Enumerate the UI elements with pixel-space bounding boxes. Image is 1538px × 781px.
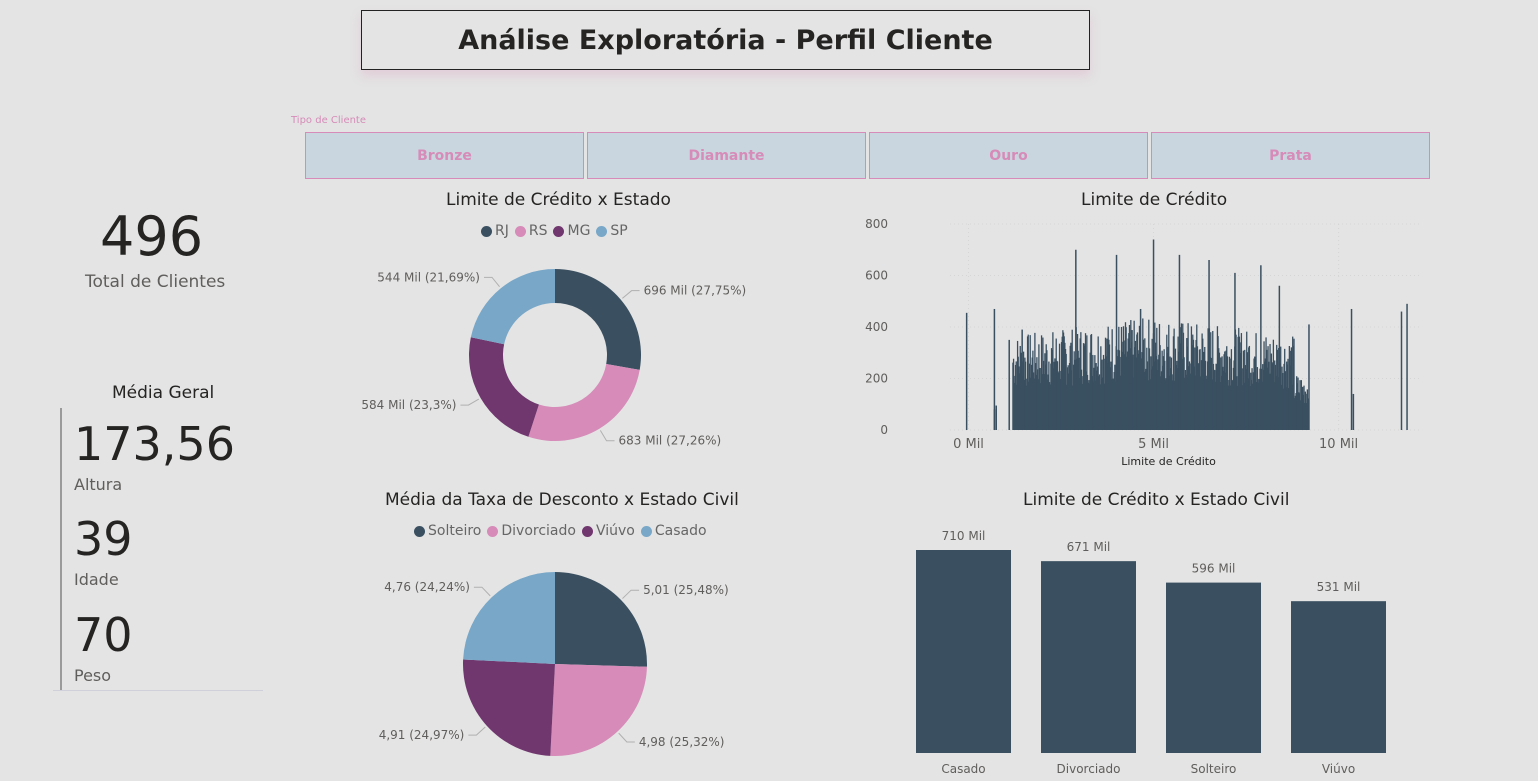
pie-slice-0[interactable]: [555, 572, 647, 667]
x-axis-title: Limite de Crédito: [1121, 455, 1216, 468]
data-label: 4,76 (24,24%): [384, 580, 470, 594]
x-tick-label: Solteiro: [1191, 762, 1237, 776]
peso-label: Peso: [74, 666, 112, 685]
leader-line: [599, 430, 615, 442]
donut-chart: 696 Mil (27,75%) 683 Mil (27,26%) 584 Mil …: [361, 269, 747, 448]
x-tick-label: 5 Mil: [1138, 437, 1169, 452]
x-tick-label: 10 Mil: [1319, 437, 1358, 452]
data-label: 671 Mil: [1067, 540, 1111, 554]
pie-slice-0[interactable]: [555, 269, 641, 370]
slicer-title: Tipo de Cliente: [291, 115, 367, 126]
x-tick-label: Casado: [941, 762, 985, 776]
leader-line: [622, 290, 640, 299]
data-label: 544 Mil (21,69%): [377, 270, 480, 284]
y-tick-label: 200: [865, 372, 888, 386]
leader-line: [483, 276, 500, 287]
altura-label: Altura: [74, 475, 123, 494]
x-tick-label: Divorciado: [1057, 762, 1121, 776]
data-label: 4,98 (25,32%): [639, 735, 725, 749]
data-label: 696 Mil (27,75%): [644, 284, 747, 298]
data-label: 584 Mil (23,3%): [361, 398, 456, 412]
data-label: 710 Mil: [942, 529, 986, 543]
bar-chart: 710 Mil Casado 671 Mil Divorciado 596 Mil Sol…: [916, 529, 1386, 776]
media-geral-bottom-rule: [53, 690, 263, 691]
pie-slice-3[interactable]: [463, 572, 555, 664]
data-label: 683 Mil (27,26%): [619, 434, 722, 448]
bar-chart-title: Limite de Crédito x Estado Civil: [1023, 490, 1290, 510]
bar-casado[interactable]: [916, 550, 1011, 753]
pie-chart: 5,01 (25,48%) 4,98 (25,32%) 4,91 (24,97%) 4…: [379, 572, 729, 756]
page-title: Análise Exploratória - Perfil Cliente: [361, 10, 1090, 70]
media-geral-divider: [60, 408, 62, 690]
y-tick-label: 600: [865, 269, 888, 283]
donut-chart-title: Limite de Crédito x Estado: [446, 190, 671, 210]
total-clients-label: Total de Clientes: [85, 272, 226, 292]
leader-line: [460, 398, 480, 406]
data-label: 531 Mil: [1317, 580, 1361, 594]
leader-line: [468, 726, 486, 736]
y-tick-label: 0: [880, 423, 888, 437]
y-tick-label: 800: [865, 217, 888, 231]
bar-viúvo[interactable]: [1291, 601, 1386, 753]
altura-value: 173,56: [74, 417, 235, 471]
bar-solteiro[interactable]: [1166, 582, 1261, 753]
pie-chart-title: Média da Taxa de Desconto x Estado Civil: [385, 490, 739, 510]
legend-item: Viúvo: [581, 523, 635, 539]
histogram-chart-title: Limite de Crédito: [1081, 190, 1228, 210]
media-geral-title: Média Geral: [112, 383, 215, 403]
legend-item: Solteiro: [414, 523, 481, 539]
leader-line: [473, 586, 491, 597]
slicer-option-ouro[interactable]: Ouro: [869, 132, 1148, 179]
slicer-option-bronze[interactable]: Bronze: [305, 132, 584, 179]
idade-value: 39: [74, 512, 133, 566]
leader-line: [622, 589, 640, 599]
slicer-option-prata[interactable]: Prata: [1151, 132, 1430, 179]
total-clients-value: 496: [100, 205, 204, 268]
pie-slice-1[interactable]: [550, 664, 647, 756]
x-tick-label: Viúvo: [1322, 762, 1355, 776]
donut-legend: RJ RS MG SP: [481, 223, 628, 239]
legend-item: SP: [596, 223, 628, 239]
histogram-bars: [1012, 318, 1310, 430]
legend-item: RJ: [481, 223, 509, 239]
legend-item: Casado: [640, 523, 707, 539]
x-tick-label: 0 Mil: [953, 437, 984, 452]
legend-item: Divorciado: [487, 523, 576, 539]
pie-slice-2[interactable]: [469, 337, 539, 437]
legend-item: RS: [514, 223, 547, 239]
idade-label: Idade: [74, 570, 119, 589]
bar-divorciado[interactable]: [1041, 561, 1136, 753]
y-tick-label: 400: [865, 320, 888, 334]
leader-line: [618, 732, 635, 743]
pie-slice-1[interactable]: [528, 363, 640, 441]
pie-slice-3[interactable]: [470, 269, 555, 345]
legend-item: MG: [553, 223, 590, 239]
pie-legend: Solteiro Divorciado Viúvo Casado: [414, 523, 707, 539]
peso-value: 70: [74, 608, 133, 662]
data-label: 5,01 (25,48%): [643, 583, 729, 597]
slicer-option-diamante[interactable]: Diamante: [587, 132, 866, 179]
data-label: 596 Mil: [1192, 562, 1236, 576]
pie-slice-2[interactable]: [463, 659, 555, 756]
data-label: 4,91 (24,97%): [379, 728, 465, 742]
histogram-chart: 0 200 400 600 800 0 Mil 5 Mil 10 Mil Limite de C…: [865, 217, 1420, 468]
